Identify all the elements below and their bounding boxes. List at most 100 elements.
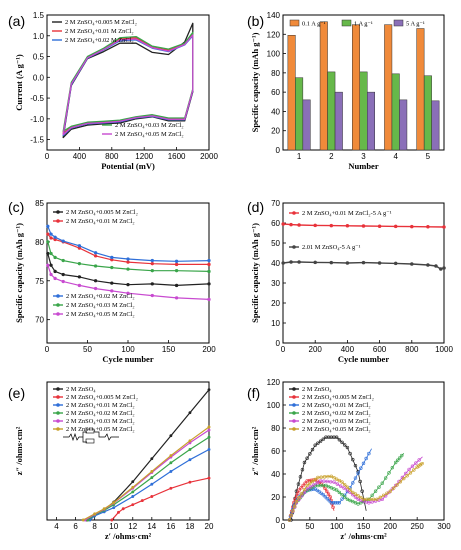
y-tick-label: 40 <box>271 259 280 268</box>
data-point <box>334 488 339 492</box>
data-point <box>150 293 154 298</box>
data-point <box>207 258 211 263</box>
data-point <box>322 479 326 483</box>
panel-label-e: (e) <box>8 385 25 401</box>
data-point <box>207 282 211 286</box>
data-point <box>313 260 317 265</box>
chart-e: 4 6 8 10 12 14 16 18 20 z′ /ohms·cm² z″ /ohms·cm² 2… <box>14 381 214 541</box>
data-point <box>61 239 65 243</box>
data-point <box>49 263 53 267</box>
data-point <box>396 458 400 462</box>
data-point <box>121 507 125 511</box>
data-point <box>390 465 395 470</box>
bar <box>367 91 375 151</box>
data-point <box>312 483 316 487</box>
legend-entry: 2 M ZnSO₄+0.05 M ZnCl₂ <box>115 131 184 138</box>
data-point <box>174 259 179 263</box>
series-line <box>111 477 210 521</box>
legend-marker <box>56 411 60 415</box>
data-point <box>367 451 371 456</box>
data-point <box>308 481 312 486</box>
x-tick-label: 50 <box>305 522 314 531</box>
data-point <box>332 476 336 480</box>
x-axis-label: z′ /ohms·cm² <box>340 531 387 541</box>
data-point <box>442 225 446 229</box>
data-point <box>305 479 309 483</box>
legend-marker <box>292 387 296 391</box>
data-point <box>110 255 114 260</box>
data-point <box>410 262 414 266</box>
legend-swatch <box>393 19 404 27</box>
data-point <box>207 388 211 392</box>
data-point <box>380 497 384 501</box>
data-point <box>188 458 192 462</box>
plot-frame <box>46 381 210 521</box>
data-point <box>348 498 352 503</box>
data-point <box>93 279 98 283</box>
data-point <box>337 490 342 495</box>
y-tick-label: 1.5 <box>33 11 45 20</box>
legend-entry: 2 M ZnSO₄+0.03 M ZnCl₂ <box>66 302 135 309</box>
data-point <box>169 486 173 490</box>
data-point <box>174 296 179 300</box>
legend-entry: 2 M ZnSO₄+0.02 M ZnCl₂ <box>65 37 134 44</box>
y-tick-label: 120 <box>267 30 281 39</box>
y-tick-label: 100 <box>267 50 281 59</box>
series-line <box>289 462 424 521</box>
data-point <box>150 476 154 480</box>
data-point <box>296 491 300 495</box>
data-point <box>313 443 317 447</box>
legend-entry: 2 M ZnSO₄+0.05 M ZnCl₂ <box>66 426 135 433</box>
series-line <box>62 31 194 132</box>
y-tick-label: 70 <box>35 316 44 325</box>
data-point <box>207 297 211 302</box>
data-point <box>345 445 350 450</box>
data-point <box>112 501 116 505</box>
data-point <box>377 261 382 265</box>
data-point <box>373 489 378 493</box>
bar <box>431 100 440 151</box>
data-point <box>150 282 154 286</box>
y-tick-label: 20 <box>271 299 280 308</box>
bar <box>287 35 296 151</box>
data-point <box>313 477 317 482</box>
data-point <box>307 488 311 492</box>
y-tick-label: 60 <box>271 88 280 97</box>
y-tick-label: 70 <box>271 199 280 208</box>
bar <box>359 71 368 151</box>
legend-entry: 2 M ZnSO₄+0.005 M ZnCl₂ <box>66 209 138 216</box>
x-tick-label: 12 <box>128 522 137 531</box>
legend-marker <box>56 427 60 431</box>
data-point <box>93 251 98 255</box>
data-point <box>300 467 305 472</box>
legend-entry: 2 M ZnSO₄+0.01 M ZnCl₂ <box>65 28 134 35</box>
data-point <box>300 491 304 496</box>
data-point <box>188 439 192 443</box>
chart-d: 0 200 400 600 800 1000 0 10 20 30 40 50 60 70 Cycle nu… <box>250 199 453 364</box>
data-point <box>420 461 424 466</box>
data-point <box>356 494 360 498</box>
x-tick-label: 16 <box>166 522 175 531</box>
y-axis-label: z″ /ohms·cm² <box>14 426 24 475</box>
legend-entry: 2 M ZnSO₄+0.02 M ZnCl₂ <box>302 410 371 417</box>
data-point <box>414 461 418 465</box>
data-point <box>402 476 406 481</box>
data-point <box>188 480 192 484</box>
data-point <box>378 495 382 499</box>
x-axis-label: Cycle number <box>102 354 153 364</box>
data-point <box>351 499 355 504</box>
y-axis-label: Specific capacity (mAh g⁻¹) <box>250 32 260 132</box>
x-tick-label: 0 <box>45 152 50 161</box>
series-line <box>47 226 210 262</box>
x-tick-label: 2 <box>329 152 334 161</box>
x-tick-label: 250 <box>410 522 424 531</box>
panel-label-b: (b) <box>247 13 264 29</box>
data-point <box>370 493 374 497</box>
x-axis-label: Cycle number <box>338 354 389 364</box>
legend-marker <box>292 395 296 399</box>
data-point <box>126 257 130 261</box>
x-axis-label: Potential (mV) <box>101 161 155 171</box>
data-point <box>46 232 50 236</box>
data-point <box>297 260 301 264</box>
data-point <box>329 260 334 265</box>
